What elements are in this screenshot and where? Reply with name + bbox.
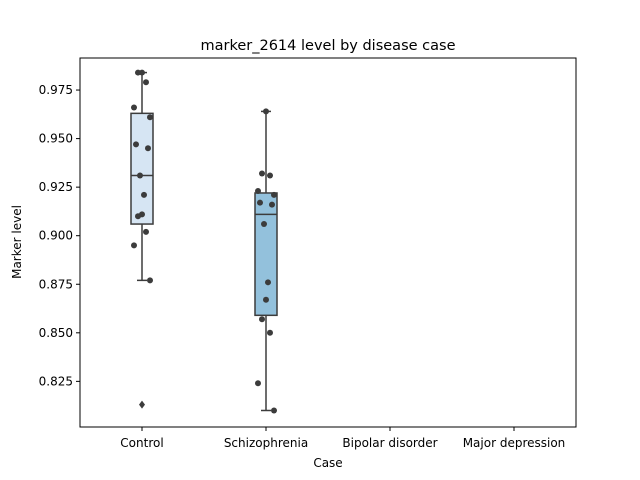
- data-point: [261, 221, 267, 228]
- data-point: [131, 104, 137, 111]
- y-tick-label: 0.875: [39, 277, 73, 291]
- x-axis: Control Schizophrenia Bipolar disorder Majo…: [120, 427, 565, 450]
- y-axis: 0.825 0.850 0.875 0.900 0.925 0.950 0.975: [39, 83, 80, 388]
- data-point: [263, 108, 269, 115]
- x-tick-label: Bipolar disorder: [342, 436, 437, 450]
- data-point: [147, 114, 153, 121]
- x-tick-label: Schizophrenia: [224, 436, 308, 450]
- y-tick-label: 0.900: [39, 229, 73, 243]
- points-schizophrenia: [255, 108, 277, 414]
- data-point: [145, 145, 151, 152]
- data-point: [271, 191, 277, 198]
- data-point: [271, 407, 277, 414]
- y-tick-label: 0.950: [39, 132, 73, 146]
- data-point: [143, 228, 149, 235]
- data-point: [267, 329, 273, 336]
- data-point: [141, 191, 147, 198]
- y-tick-label: 0.975: [39, 83, 73, 97]
- data-point: [147, 277, 153, 284]
- outlier-marker: [139, 400, 145, 409]
- data-point: [265, 279, 271, 286]
- data-point: [135, 213, 141, 220]
- points-control: [131, 69, 153, 284]
- data-point: [263, 296, 269, 303]
- data-point: [259, 170, 265, 177]
- axes-frame: [79, 57, 577, 428]
- data-point: [143, 79, 149, 86]
- box-control: [130, 71, 154, 409]
- box-schizophrenia: [254, 110, 278, 412]
- data-point: [255, 380, 261, 387]
- data-point: [267, 172, 273, 179]
- data-point: [133, 141, 139, 148]
- x-tick-label: Control: [120, 436, 163, 450]
- box-iqr: [130, 112, 154, 225]
- y-tick-label: 0.925: [39, 180, 73, 194]
- x-tick-label: Major depression: [463, 436, 566, 450]
- data-point: [255, 188, 261, 195]
- data-point: [131, 242, 137, 249]
- data-point: [257, 199, 263, 206]
- y-tick-label: 0.850: [39, 326, 73, 340]
- data-point: [269, 201, 275, 208]
- data-point: [137, 172, 143, 179]
- x-axis-label: Case: [313, 456, 342, 470]
- y-tick-label: 0.825: [39, 374, 73, 388]
- data-point: [259, 316, 265, 323]
- box-iqr: [254, 192, 278, 317]
- data-point: [135, 69, 141, 76]
- plot-area: [130, 69, 278, 414]
- y-axis-label: Marker level: [10, 205, 24, 279]
- chart-title: marker_2614 level by disease case: [201, 38, 456, 54]
